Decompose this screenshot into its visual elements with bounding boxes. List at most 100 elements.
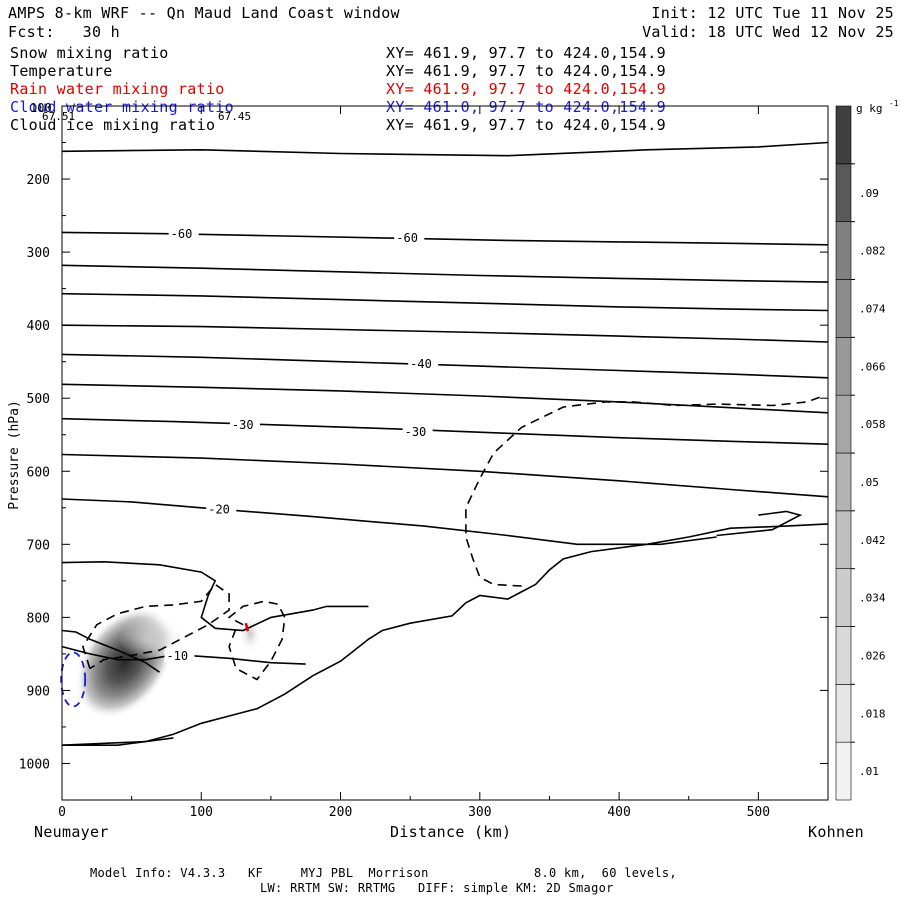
x-tick-label: 400 bbox=[607, 805, 630, 820]
temperature-contour-label: -30 bbox=[232, 418, 254, 432]
y-tick-label: 900 bbox=[27, 684, 50, 699]
field-name-cloud-ice: Cloud ice mixing ratio bbox=[10, 116, 216, 134]
temperature-contour bbox=[61, 264, 829, 283]
field-xy-temperature: XY= 461.9, 97.7 to 424.0,154.9 bbox=[386, 62, 666, 80]
colorbar-level-label: .058 bbox=[859, 418, 886, 431]
colorbar-unit-sup: -1 bbox=[889, 99, 899, 108]
y-tick-label: 500 bbox=[27, 392, 50, 407]
window-title: AMPS 8-km WRF -- Qn Maud Land Coast wind… bbox=[8, 4, 400, 22]
colorbar-level-label: .018 bbox=[859, 707, 886, 720]
field-xy-cloud-ice: XY= 461.9, 97.7 to 424.0,154.9 bbox=[386, 116, 666, 134]
contour-label-bg bbox=[206, 501, 237, 516]
colorbar-swatch bbox=[835, 684, 852, 743]
y-tick-label: 700 bbox=[27, 538, 50, 553]
colorbar-swatch bbox=[835, 741, 852, 801]
temperature-contour-label: -10 bbox=[166, 649, 188, 663]
field-name-rain: Rain water mixing ratio bbox=[10, 80, 225, 98]
temperature-contour bbox=[61, 498, 717, 546]
colorbar-level-label: .042 bbox=[859, 534, 886, 547]
colorbar-swatch bbox=[835, 105, 852, 165]
upper-contour bbox=[61, 141, 829, 157]
colorbar-level-label: .082 bbox=[859, 245, 886, 258]
top-lat-label-right: 67.45 bbox=[218, 110, 251, 123]
x-right-label: Kohnen bbox=[808, 823, 864, 841]
contour-label-bg bbox=[408, 355, 439, 370]
plot-frame bbox=[61, 105, 829, 801]
temperature-contour bbox=[61, 453, 829, 498]
contour-label-bg bbox=[394, 230, 425, 245]
colorbar-swatch bbox=[835, 279, 852, 338]
y-tick-label: 600 bbox=[27, 465, 50, 480]
field-name-cloud-water: Cloud water mixing ratio bbox=[10, 98, 234, 116]
temperature-contour bbox=[61, 292, 829, 312]
x-axis-label: Distance (km) bbox=[390, 823, 512, 841]
colorbar: .01 .018 .026 .034 .042 .05 .058 .066 .074 .082 .0… bbox=[835, 99, 899, 801]
surface-line bbox=[62, 737, 174, 746]
temperature-contour bbox=[61, 417, 829, 445]
colorbar-swatch bbox=[835, 221, 852, 280]
y-axis-title: Pressure (hPa) bbox=[7, 400, 22, 510]
temperature-contour-label: -60 bbox=[396, 231, 418, 245]
temperature-contour bbox=[61, 324, 829, 343]
colorbar-level-label: .066 bbox=[859, 360, 886, 373]
y-tick-label: 300 bbox=[27, 246, 50, 261]
x-tick-label: 300 bbox=[468, 805, 491, 820]
colorbar-unit: g kg bbox=[856, 102, 883, 115]
cloud-water-contour bbox=[60, 651, 87, 708]
field-xy-rain: XY= 461.9, 97.7 to 424.0,154.9 bbox=[386, 80, 666, 98]
field-xy-snow: XY= 461.9, 97.7 to 424.0,154.9 bbox=[386, 44, 666, 62]
rain-water-mark bbox=[244, 622, 250, 632]
top-lat-label-left: 67.51 bbox=[42, 110, 75, 123]
colorbar-level-label: .026 bbox=[859, 649, 886, 662]
colorbar-swatch bbox=[835, 568, 852, 627]
valid-time: Valid: 18 UTC Wed 12 Nov 25 bbox=[642, 23, 894, 41]
cloud-ice-contour-right bbox=[465, 395, 822, 587]
footer-model-info: Model Info: V4.3.3 KF MYJ PBL Morrison 8… bbox=[90, 866, 677, 880]
field-name-temperature: Temperature bbox=[10, 62, 113, 80]
y-tick-label-top: 100 bbox=[30, 101, 52, 115]
temperature-contour bbox=[61, 353, 829, 379]
y-tick-label: 400 bbox=[27, 319, 50, 334]
footer-physics-info: LW: RRTM SW: RRTMG DIFF: simple KM: 2D S… bbox=[260, 881, 614, 895]
colorbar-swatch bbox=[835, 163, 852, 222]
y-tick-label: 200 bbox=[27, 173, 50, 188]
colorbar-level-label: .05 bbox=[859, 476, 879, 489]
colorbar-swatch bbox=[835, 337, 852, 396]
temperature-contour-low2 bbox=[61, 629, 160, 673]
terrain-contour bbox=[61, 523, 829, 746]
x-tick-label: 500 bbox=[747, 805, 770, 820]
x-tick-label: 100 bbox=[190, 805, 213, 820]
colorbar-swatch bbox=[835, 452, 852, 512]
colorbar-level-label: .09 bbox=[859, 187, 879, 200]
x-tick-label: 200 bbox=[329, 805, 352, 820]
init-time: Init: 12 UTC Tue 11 Nov 25 bbox=[651, 4, 894, 22]
field-xy-cloud-water: XY= 461.0, 97.7 to 424.0,154.9 bbox=[386, 98, 666, 116]
temperature-contour-label: -30 bbox=[405, 425, 427, 439]
snow-shading-right bbox=[238, 613, 263, 654]
contour-label-bg bbox=[168, 225, 199, 240]
y-tick-label: 1000 bbox=[19, 757, 50, 772]
plot-layer: -60 -60 -40 -30 -30 -20 -10 bbox=[60, 141, 829, 746]
contour-label-bg bbox=[229, 417, 260, 432]
y-tick-label: 800 bbox=[27, 611, 50, 626]
temperature-contour-label: -20 bbox=[208, 502, 230, 516]
temperature-contour-label: -40 bbox=[410, 357, 432, 371]
colorbar-level-label: .074 bbox=[859, 302, 886, 315]
colorbar-level-label: .034 bbox=[859, 592, 886, 605]
temperature-contour bbox=[61, 383, 829, 414]
contour-label-bg bbox=[402, 423, 433, 438]
x-tick-label: 0 bbox=[58, 805, 66, 820]
temperature-contour-label: -60 bbox=[171, 227, 193, 241]
colorbar-level-label: .01 bbox=[859, 765, 879, 778]
field-name-snow: Snow mixing ratio bbox=[10, 44, 169, 62]
colorbar-swatch bbox=[835, 510, 852, 569]
contour-label-bg bbox=[164, 648, 195, 663]
axes-layer: 200 300 400 500 600 700 800 900 1000 0 100 200 300 40… bbox=[7, 101, 829, 820]
x-left-label: Neumayer bbox=[34, 823, 109, 841]
temperature-contour-tail bbox=[716, 510, 803, 537]
cloud-ice-contour-mid bbox=[227, 600, 286, 681]
colorbar-swatch bbox=[835, 394, 852, 454]
cloud-ice-contour-left bbox=[82, 583, 230, 670]
forecast-hour: Fcst: 30 h bbox=[8, 23, 120, 41]
